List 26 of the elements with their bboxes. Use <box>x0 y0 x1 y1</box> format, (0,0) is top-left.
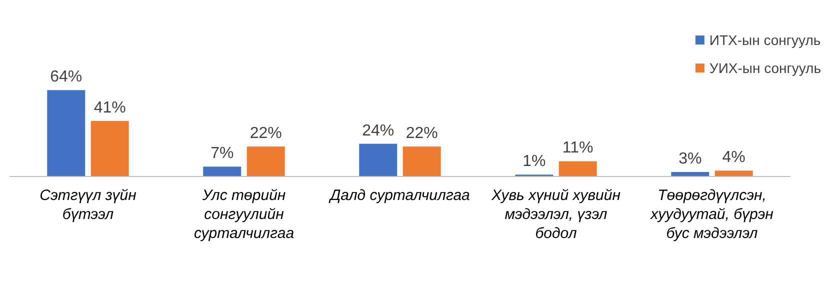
data-label: 4% <box>722 149 746 166</box>
x-tick-label: Төөрөгдүүлсэн, хуудуутай, бүрэн бус мэдээлэл <box>650 187 774 242</box>
bar <box>359 144 398 176</box>
data-label: 64% <box>50 68 82 86</box>
legend-label: УИХ-ын сонгууль <box>709 60 821 76</box>
bar <box>558 161 597 176</box>
data-label: 24% <box>362 122 394 140</box>
data-label: 11% <box>562 140 594 157</box>
bar <box>671 172 710 176</box>
bar <box>203 166 242 176</box>
bar <box>47 90 86 176</box>
bar <box>246 146 285 176</box>
data-label: 41% <box>94 99 126 116</box>
data-label: 7% <box>210 145 234 162</box>
data-label: 1% <box>522 153 546 170</box>
bar <box>714 170 753 176</box>
bar <box>90 120 129 176</box>
legend-label: ИТХ-ын сонгууль <box>709 32 821 48</box>
x-tick-label: Далд сурталчилгаа <box>328 187 470 204</box>
bar <box>402 146 441 176</box>
x-tick-label: Сэтгүүл зүйн бүтээл <box>40 187 136 223</box>
data-label: 22% <box>406 124 438 142</box>
x-tick-label: Улс төрийн сонгуулийн сурталчилгаа <box>194 187 294 242</box>
data-label: 3% <box>678 150 702 168</box>
data-label: 22% <box>250 124 282 142</box>
x-tick-label: Хувь хүний хувийн мэдээлэл, үзэл бодол <box>490 187 620 242</box>
